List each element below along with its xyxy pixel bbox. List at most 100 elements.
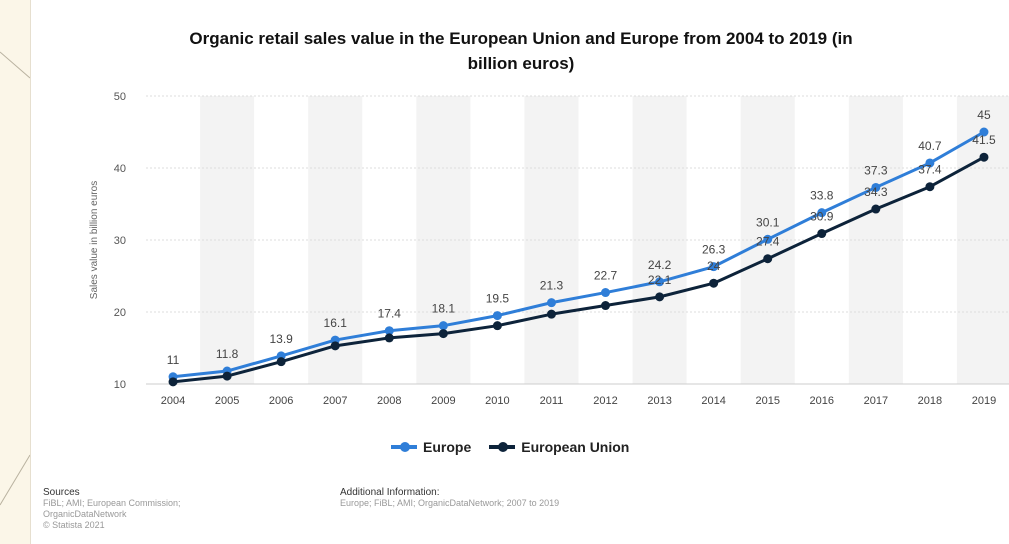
legend-swatch-europe: [391, 441, 417, 453]
y-tick-label: 30: [114, 235, 126, 247]
series-lines: [168, 127, 989, 387]
data-point-europe[interactable]: [709, 262, 719, 272]
data-point-european-union[interactable]: [979, 152, 989, 162]
x-tick-label: 2011: [540, 395, 564, 407]
x-tick-label: 2016: [810, 395, 834, 407]
data-point-european-union[interactable]: [384, 333, 394, 343]
data-label-europe: 33.8: [810, 189, 834, 203]
y-axis-label: Sales value in billion euros: [89, 181, 100, 299]
additional-info-text: Europe; FiBL; AMI; OrganicDataNetwork; 2…: [340, 498, 560, 508]
x-tick-label: 2006: [269, 395, 293, 407]
series-line-europe: [172, 130, 985, 379]
data-point-european-union[interactable]: [276, 357, 286, 367]
x-tick-label: 2010: [485, 395, 509, 407]
data-point-european-union[interactable]: [222, 371, 232, 381]
legend-swatch-european-union: [489, 441, 516, 453]
additional-info-block: Additional Information: Europe; FiBL; AM…: [340, 487, 760, 509]
data-label-europe: 16.1: [324, 316, 348, 330]
x-tick-label: 2018: [918, 395, 942, 407]
data-point-europe[interactable]: [601, 288, 611, 298]
legend-label-european-union: European Union: [521, 439, 630, 455]
sources-heading: Sources: [43, 487, 80, 498]
data-point-europe[interactable]: [979, 127, 989, 137]
data-label-european-union: 41.5: [972, 133, 996, 147]
x-tick-label: 2005: [215, 395, 239, 407]
data-point-european-union[interactable]: [601, 301, 611, 311]
copyright-line[interactable]: © Statista 2021: [43, 520, 105, 530]
x-tick-label: 2007: [323, 395, 347, 407]
x-tick-label: 2008: [377, 395, 401, 407]
sources-line-2: OrganicDataNetwork: [43, 509, 127, 519]
legend-label-europe: Europe: [423, 439, 472, 455]
data-point-european-union[interactable]: [655, 292, 665, 302]
legend-item-european-union[interactable]: European Union: [489, 439, 629, 455]
data-label-europe: 17.4: [378, 307, 402, 321]
data-point-europe[interactable]: [763, 234, 773, 244]
data-label-european-union: 27.4: [756, 235, 780, 249]
data-label-europe: 37.3: [864, 163, 888, 177]
chart-title: Organic retail sales value in the Europe…: [71, 26, 971, 76]
data-label-europe: 13.9: [269, 332, 293, 346]
data-label-european-union: 37.4: [918, 163, 942, 177]
x-tick-label: 2004: [161, 395, 185, 407]
chart-title-line-2: billion euros): [467, 54, 575, 73]
data-label-european-union: 22.1: [648, 273, 672, 287]
data-label-europe: 26.3: [702, 243, 726, 257]
data-label-european-union: 30.9: [810, 210, 834, 224]
x-axis: 2004 2005 2006 2007 2008 2009 2010 2011 2012 2013…: [146, 383, 1009, 407]
data-label-europe: 40.7: [918, 139, 942, 153]
chart-legend: Europe European Union: [391, 439, 647, 455]
data-point-europe[interactable]: [817, 208, 827, 218]
x-tick-label: 2013: [647, 395, 671, 407]
series-line-european-union: [172, 155, 985, 384]
data-label-europe: 30.1: [756, 215, 780, 229]
y-tick-label: 20: [114, 307, 126, 319]
data-label-europe: 19.5: [486, 292, 510, 306]
data-label-european-union: 24: [707, 259, 721, 273]
x-tick-label: 2014: [701, 395, 725, 407]
x-tick-label: 2017: [864, 395, 888, 407]
data-label-european-union: 34.3: [864, 185, 888, 199]
data-point-european-union[interactable]: [330, 341, 340, 351]
y-tick-label: 50: [114, 91, 126, 103]
data-point-europe[interactable]: [871, 182, 881, 192]
data-labels: 11 11.8 13.9 16.1 17.4 18.1 19.5 21.3 22.7 24.2 26…: [167, 108, 996, 367]
x-tick-label: 2009: [431, 395, 455, 407]
data-point-european-union[interactable]: [871, 204, 881, 214]
slide-decoration: [0, 51, 31, 506]
data-point-europe[interactable]: [925, 158, 935, 168]
data-point-europe[interactable]: [546, 298, 556, 308]
x-tick-label: 2019: [972, 395, 996, 407]
data-point-european-union[interactable]: [168, 377, 178, 387]
y-axis: 10 20 30 40 50: [114, 91, 126, 391]
data-point-europe[interactable]: [384, 326, 394, 336]
data-point-european-union[interactable]: [763, 254, 773, 264]
data-label-europe: 24.2: [648, 258, 672, 272]
data-point-european-union[interactable]: [546, 309, 556, 319]
data-label-europe: 22.7: [594, 269, 618, 283]
data-point-europe[interactable]: [655, 277, 665, 287]
data-label-europe: 21.3: [540, 279, 564, 293]
data-point-european-union[interactable]: [925, 182, 935, 192]
data-point-europe[interactable]: [438, 321, 448, 331]
x-tick-label: 2012: [593, 395, 617, 407]
chart-panel: Organic retail sales value in the Europe…: [30, 0, 1009, 544]
data-point-europe[interactable]: [492, 311, 502, 321]
y-tick-label: 40: [114, 163, 126, 175]
data-label-europe: 18.1: [432, 302, 456, 316]
data-point-european-union[interactable]: [709, 278, 719, 288]
sources-block: Sources FiBL; AMI; European Commission; …: [43, 487, 303, 531]
data-point-european-union[interactable]: [438, 329, 448, 339]
data-label-europe: 11: [167, 353, 180, 367]
data-point-european-union[interactable]: [817, 229, 827, 239]
additional-info-heading: Additional Information:: [340, 487, 440, 498]
data-label-europe: 11.8: [216, 347, 239, 361]
data-point-european-union[interactable]: [492, 321, 502, 331]
y-tick-label: 10: [114, 379, 126, 391]
data-label-europe: 45: [977, 108, 991, 122]
legend-item-europe[interactable]: Europe: [391, 439, 471, 455]
x-tick-label: 2015: [755, 395, 779, 407]
chart-title-line-1: Organic retail sales value in the Europe…: [189, 29, 853, 48]
sources-line-1: FiBL; AMI; European Commission;: [43, 498, 181, 508]
